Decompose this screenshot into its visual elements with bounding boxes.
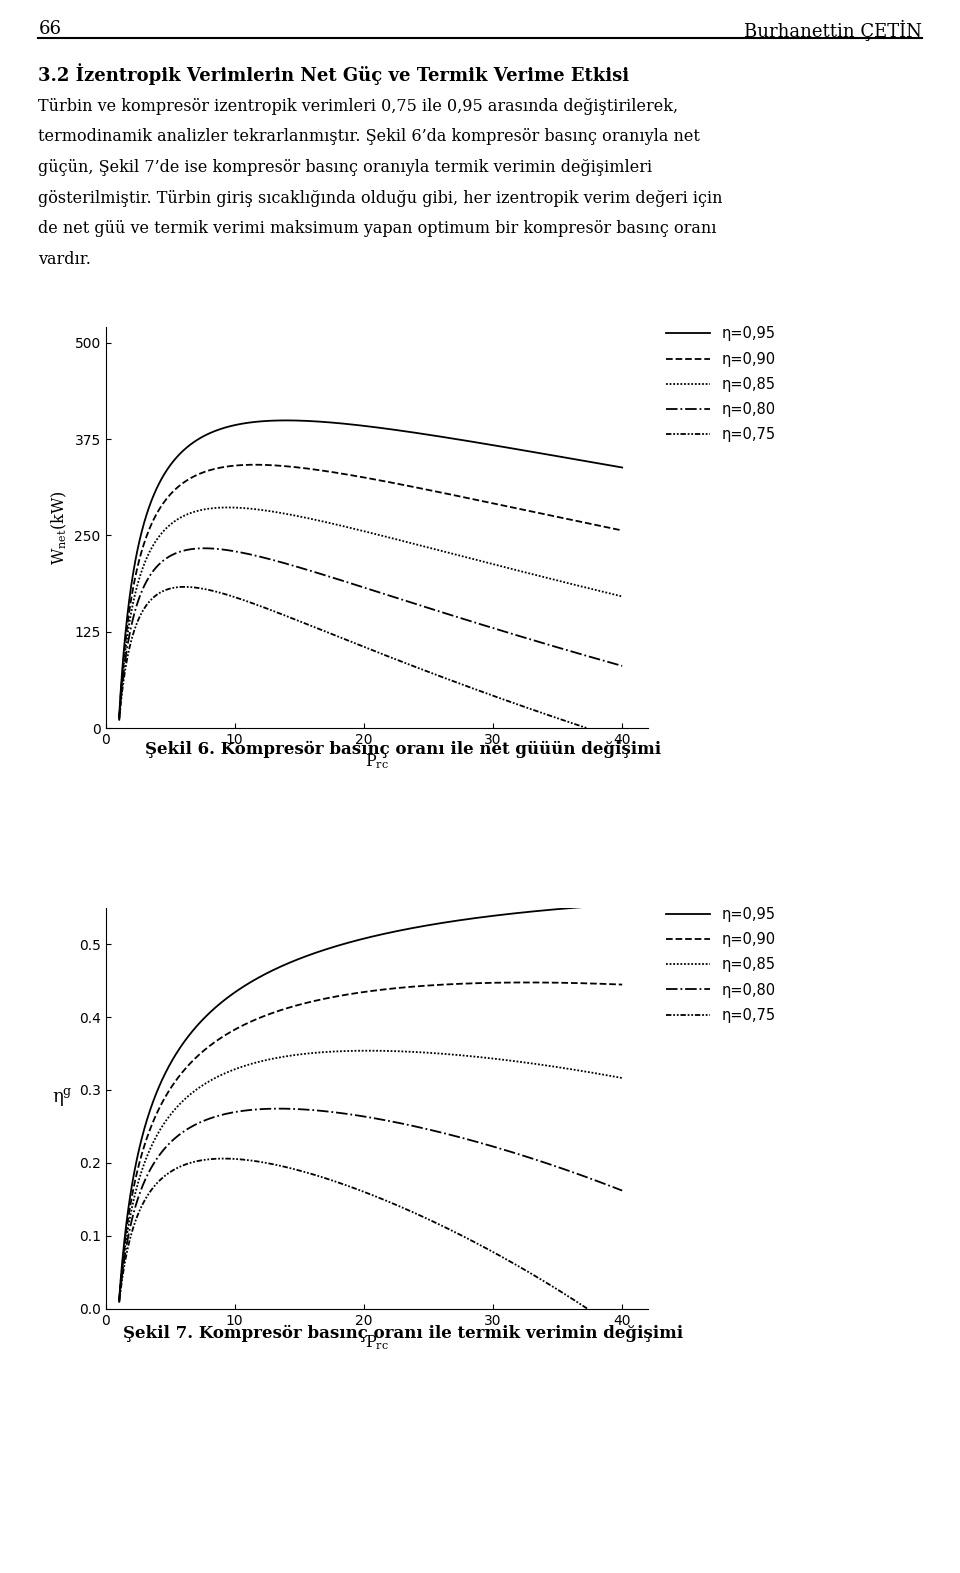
Text: Burhanettin ÇETİN: Burhanettin ÇETİN <box>744 19 922 41</box>
Text: 3.2 İzentropik Verimlerin Net Güç ve Termik Verime Etkisi: 3.2 İzentropik Verimlerin Net Güç ve Ter… <box>38 63 630 85</box>
X-axis label: P$_\mathregular{rc}$: P$_\mathregular{rc}$ <box>365 1334 389 1351</box>
Text: 66: 66 <box>38 19 61 38</box>
Legend: η=0,95, η=0,90, η=0,85, η=0,80, η=0,75: η=0,95, η=0,90, η=0,85, η=0,80, η=0,75 <box>666 327 776 442</box>
Text: Türbin ve kompresör izentropik verimleri 0,75 ile 0,95 arasında değiştirilerek,: Türbin ve kompresör izentropik verimleri… <box>38 98 679 115</box>
Legend: η=0,95, η=0,90, η=0,85, η=0,80, η=0,75: η=0,95, η=0,90, η=0,85, η=0,80, η=0,75 <box>666 908 776 1022</box>
Text: vardır.: vardır. <box>38 252 91 267</box>
Y-axis label: W$_\mathregular{net}$(kW): W$_\mathregular{net}$(kW) <box>49 491 69 565</box>
Y-axis label: $\mathregular{\eta^g}$: $\mathregular{\eta^g}$ <box>52 1087 72 1107</box>
Text: Şekil 7. Kompresör basınç oranı ile termik verimin değişimi: Şekil 7. Kompresör basınç oranı ile term… <box>123 1324 684 1342</box>
Text: de net güü ve termik verimi maksimum yapan optimum bir kompresör basınç oranı: de net güü ve termik verimi maksimum yap… <box>38 220 717 238</box>
Text: Şekil 6. Kompresör basınç oranı ile net güüün değişimi: Şekil 6. Kompresör basınç oranı ile net … <box>145 741 661 758</box>
Text: güçün, Şekil 7’de ise kompresör basınç oranıyla termik verimin değişimleri: güçün, Şekil 7’de ise kompresör basınç o… <box>38 159 653 176</box>
Text: termodinamik analizler tekrarlanmıştır. Şekil 6’da kompresör basınç oranıyla net: termodinamik analizler tekrarlanmıştır. … <box>38 127 700 145</box>
Text: gösterilmiştir. Türbin giriş sıcaklığında olduğu gibi, her izentropik verim değe: gösterilmiştir. Türbin giriş sıcaklığınd… <box>38 190 723 206</box>
X-axis label: P$_\mathregular{rc}$: P$_\mathregular{rc}$ <box>365 753 389 771</box>
